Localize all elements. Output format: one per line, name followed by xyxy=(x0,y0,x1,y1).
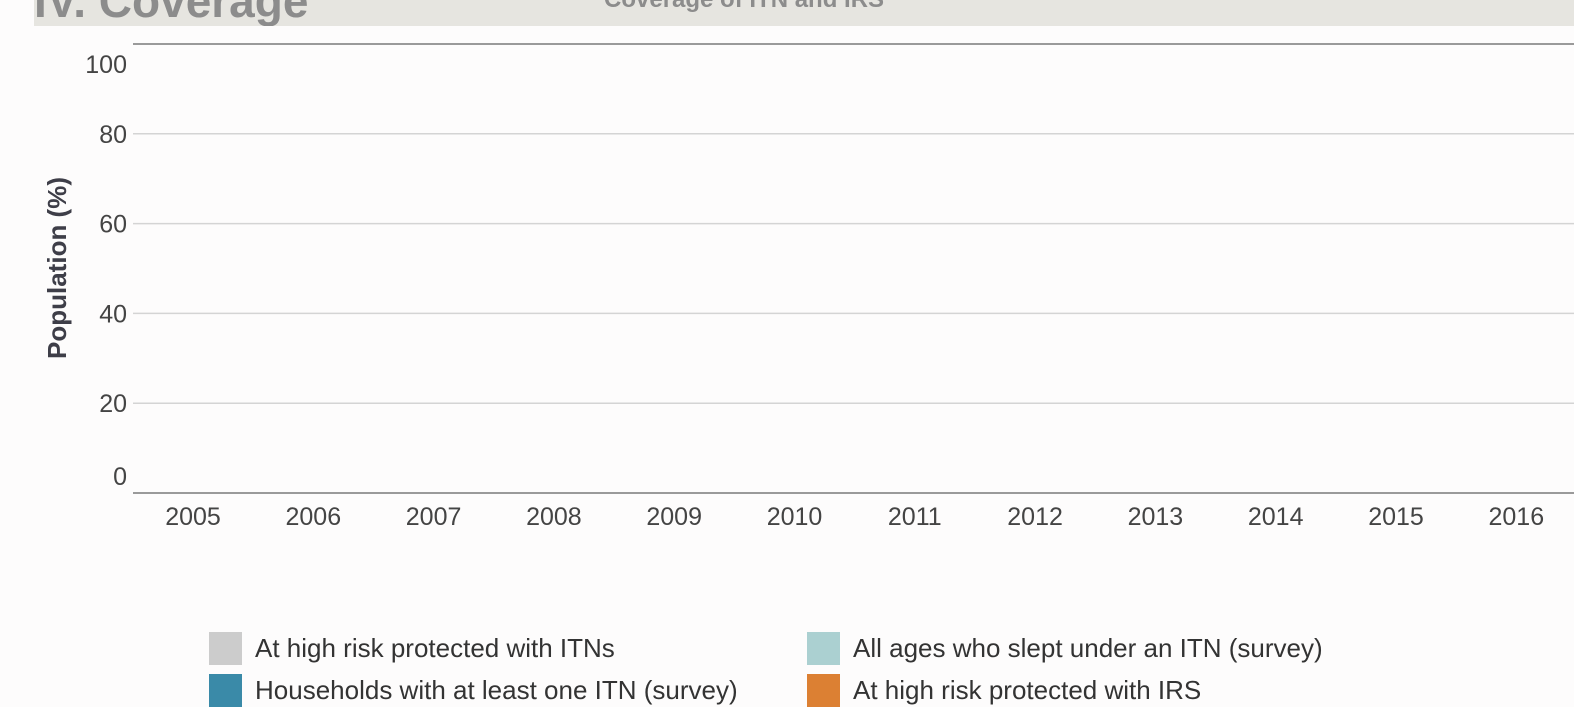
y-axis-label: Population (%) xyxy=(42,177,72,359)
y-tick-label: 80 xyxy=(99,121,127,149)
legend-item: At high risk protected with ITNs xyxy=(209,632,615,665)
x-tick-label: 2008 xyxy=(526,503,582,531)
x-tick-label: 2012 xyxy=(1007,503,1063,531)
y-tick-label: 0 xyxy=(113,463,127,491)
legend-item: Households with at least one ITN (survey… xyxy=(209,674,738,707)
legend: At high risk protected with ITNs All ages… xyxy=(209,632,1509,707)
chart-plot: 0 20 40 60 80 100 2005 2006 2007 2008 2009 2010 201… xyxy=(42,43,1574,531)
y-axis: 0 20 40 60 80 100 xyxy=(85,51,127,491)
legend-item: All ages who slept under an ITN (survey) xyxy=(807,632,1323,665)
legend-swatch xyxy=(209,674,242,707)
x-tick-label: 2006 xyxy=(285,503,341,531)
legend-swatch xyxy=(807,674,840,707)
y-tick-label: 40 xyxy=(99,300,127,328)
x-tick-label: 2005 xyxy=(165,503,221,531)
x-tick-label: 2013 xyxy=(1128,503,1184,531)
section-title: IV. Coverage xyxy=(34,0,309,26)
legend-label: Households with at least one ITN (survey… xyxy=(255,675,738,705)
x-tick-label: 2007 xyxy=(406,503,462,531)
legend-label: All ages who slept under an ITN (survey) xyxy=(853,633,1323,663)
x-tick-label: 2014 xyxy=(1248,503,1304,531)
x-axis: 2005 2006 2007 2008 2009 2010 2011 2012 2013 2014… xyxy=(165,503,1544,531)
legend-label: At high risk protected with ITNs xyxy=(255,633,615,663)
legend-swatch xyxy=(807,632,840,665)
x-tick-label: 2015 xyxy=(1368,503,1424,531)
x-tick-label: 2010 xyxy=(767,503,823,531)
grid-lines xyxy=(133,43,1574,494)
chart-title: Coverage of ITN and IRS xyxy=(604,0,884,14)
legend-label: At high risk protected with IRS xyxy=(853,675,1202,705)
x-tick-label: 2009 xyxy=(646,503,702,531)
x-tick-label: 2016 xyxy=(1488,503,1544,531)
legend-swatch xyxy=(209,632,242,665)
y-tick-label: 60 xyxy=(99,211,127,239)
x-tick-label: 2011 xyxy=(888,503,942,531)
y-tick-label: 20 xyxy=(99,390,127,418)
header-bar: IV. Coverage Coverage of ITN and IRS xyxy=(34,0,1574,26)
legend-item: At high risk protected with IRS xyxy=(807,674,1201,707)
y-tick-label: 100 xyxy=(85,51,127,79)
